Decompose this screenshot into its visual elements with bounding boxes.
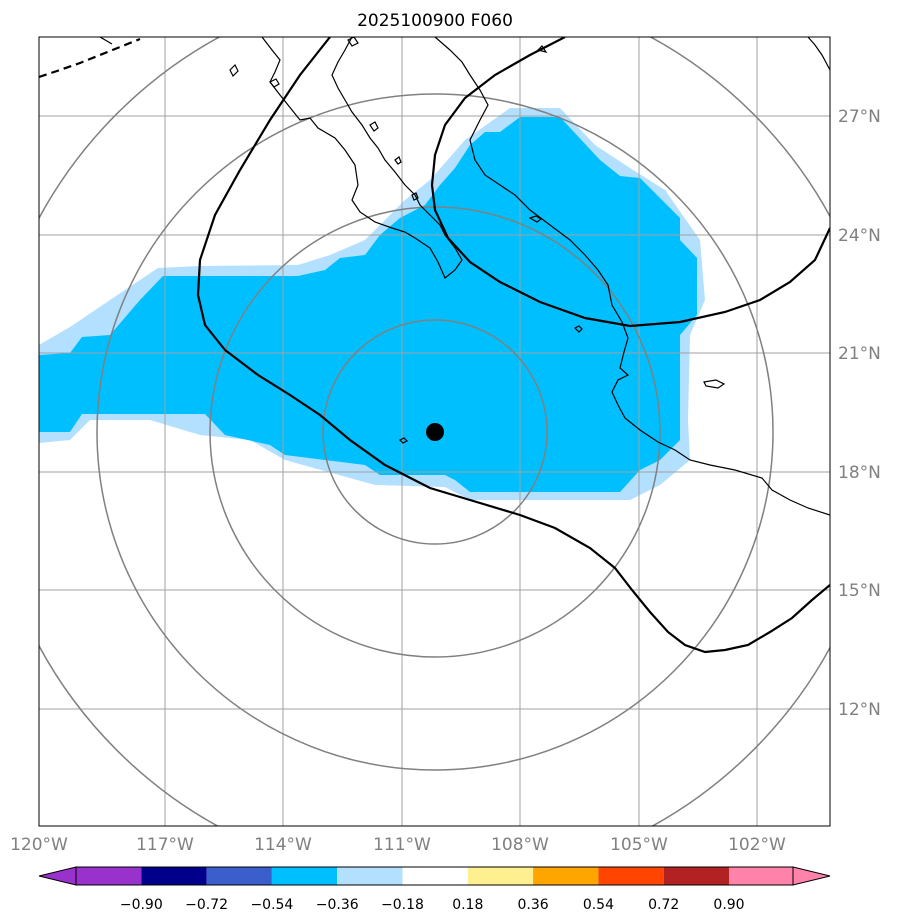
colorbar-tick-label: 0.54 — [583, 897, 614, 913]
colorbar-frame — [75, 866, 794, 886]
colorbar-tick-label: −0.36 — [316, 897, 359, 913]
colorbar-segment — [271, 867, 338, 885]
lat-label: 27°N — [838, 107, 881, 127]
lon-label: 114°W — [254, 835, 312, 855]
colorbar: −0.90 −0.72 −0.54 −0.36 −0.18 0.18 0.36 … — [38, 866, 831, 913]
colorbar-tick-label: −0.90 — [120, 897, 163, 913]
map-title: 2025100900 F060 — [357, 11, 513, 31]
colorbar-extend-high — [792, 866, 831, 886]
colorbar-segment — [206, 867, 272, 885]
lon-label: 111°W — [373, 835, 431, 855]
lon-label: 120°W — [10, 835, 68, 855]
colorbar-segment — [76, 867, 142, 885]
lat-label: 12°N — [838, 700, 881, 720]
colorbar-segment — [663, 867, 729, 885]
range-ring-1 — [322, 319, 548, 545]
graticule — [39, 37, 830, 826]
lat-label: 18°N — [838, 463, 881, 483]
colorbar-segment — [141, 867, 207, 885]
colorbar-extend-low — [38, 866, 77, 886]
shade-main-region — [39, 117, 697, 492]
lat-label: 24°N — [838, 226, 881, 246]
storm-center-marker — [426, 423, 444, 441]
colorbar-tick-label: −0.18 — [381, 897, 424, 913]
lat-label: 21°N — [838, 344, 881, 364]
lat-labels: 27°N 24°N 21°N 18°N 15°N 12°N — [838, 107, 881, 720]
colorbar-segment — [337, 867, 403, 885]
map-frame — [38, 36, 831, 827]
lon-label: 117°W — [136, 835, 194, 855]
map-area — [39, 37, 830, 826]
colorbar-segment — [533, 867, 599, 885]
colorbar-tick-label: −0.54 — [250, 897, 293, 913]
colorbar-tick-label: 0.90 — [713, 897, 744, 913]
lon-label: 105°W — [610, 835, 668, 855]
colorbar-tick-label: 0.36 — [518, 897, 549, 913]
lon-label: 102°W — [728, 835, 786, 855]
colorbar-segment — [467, 867, 534, 885]
contour-lines — [39, 37, 830, 654]
colorbar-tick-label: −0.72 — [185, 897, 228, 913]
lon-label: 108°W — [491, 835, 549, 855]
lon-labels: 120°W 117°W 114°W 111°W 108°W 105°W 102°… — [10, 835, 786, 855]
lat-label: 15°N — [838, 581, 881, 601]
colorbar-segment — [729, 867, 793, 885]
colorbar-tick-label: 0.72 — [648, 897, 679, 913]
colorbar-segment — [402, 867, 468, 885]
range-ring-3 — [96, 93, 774, 771]
colorbar-segment — [598, 867, 664, 885]
colorbar-tick-label: 0.18 — [452, 897, 483, 913]
